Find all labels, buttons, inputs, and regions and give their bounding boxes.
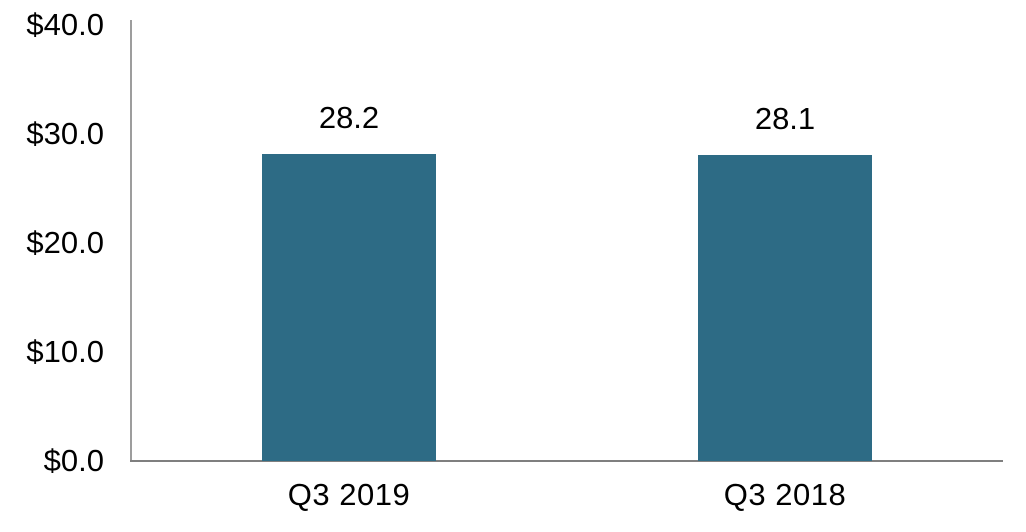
y-axis-line	[130, 20, 132, 461]
y-tick-label: $40.0	[26, 7, 104, 42]
bar	[698, 154, 872, 461]
bar-value-label: 28.2	[318, 99, 380, 135]
y-tick-label: $30.0	[26, 116, 104, 151]
y-tick-label: $0.0	[43, 443, 104, 478]
y-tick-label: $10.0	[26, 334, 104, 369]
bar	[262, 153, 436, 461]
x-axis-line	[130, 460, 1003, 462]
bar-value-label: 28.1	[754, 100, 816, 136]
x-tick-label: Q3 2019	[287, 477, 411, 512]
x-tick-label: Q3 2018	[723, 477, 847, 512]
y-tick-label: $20.0	[26, 225, 104, 260]
